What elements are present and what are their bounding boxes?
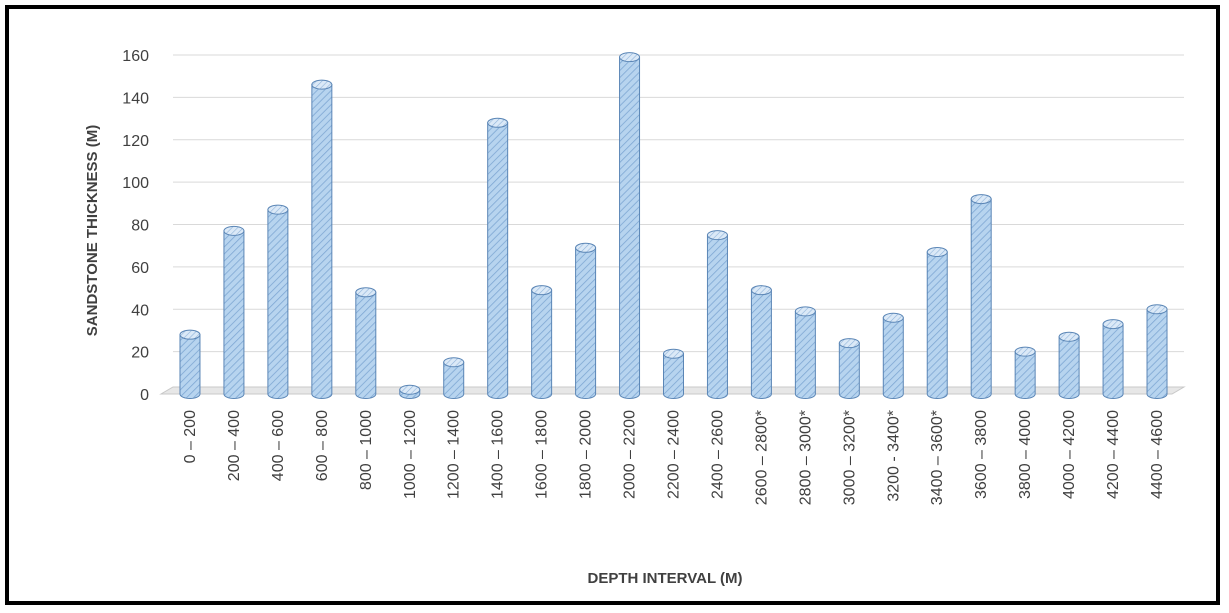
y-tick-label: 0 (140, 387, 149, 404)
x-tick-label: 4200 – 4400 (1105, 410, 1122, 499)
x-tick-label: 200 – 400 (226, 410, 243, 481)
y-tick-label: 60 (131, 260, 149, 277)
bar (839, 339, 859, 399)
chart-frame: 0 20 40 60 80 100 120 140 160 0 – 200 200 – 400 40… (5, 5, 1220, 605)
x-axis-ticks: 0 – 200 200 – 400 400 – 600 600 – 800 800 – … (182, 410, 1166, 505)
y-tick-label: 140 (122, 90, 149, 107)
x-tick-label: 1200 – 1400 (446, 410, 463, 499)
bar (751, 286, 771, 399)
y-axis-ticks: 0 20 40 60 80 100 120 140 160 (122, 48, 149, 404)
y-tick-label: 20 (131, 345, 149, 362)
bar (576, 243, 596, 398)
y-tick-label: 80 (131, 218, 149, 235)
bar (444, 358, 464, 399)
bar (1015, 347, 1035, 398)
bar (883, 313, 903, 398)
bar (532, 286, 552, 399)
bar (1103, 320, 1123, 399)
x-tick-label: 3400 – 3600* (929, 410, 946, 505)
bar (312, 80, 332, 398)
bar (620, 53, 640, 399)
bar (400, 385, 420, 398)
bar (971, 195, 991, 399)
x-tick-label: 2800 – 3000* (797, 410, 814, 505)
x-tick-label: 2600 – 2800* (753, 410, 770, 505)
x-tick-label: 600 – 800 (314, 410, 331, 481)
x-tick-label: 1800 – 2000 (578, 410, 595, 499)
x-tick-label: 3600 – 3800 (973, 410, 990, 499)
x-tick-label: 2200 – 2400 (666, 410, 683, 499)
x-tick-label: 4000 – 4200 (1061, 410, 1078, 499)
x-tick-label: 400 – 600 (270, 410, 287, 481)
x-tick-label: 0 – 200 (182, 410, 199, 463)
x-tick-label: 3000 – 3200* (841, 410, 858, 505)
x-tick-label: 1400 – 1600 (490, 410, 507, 499)
bar (224, 226, 244, 398)
bar (927, 248, 947, 399)
bar (180, 330, 200, 398)
x-axis-title: DEPTH INTERVAL (M) (587, 570, 742, 587)
bar-chart: 0 20 40 60 80 100 120 140 160 0 – 200 200 – 400 40… (9, 9, 1216, 601)
y-tick-label: 100 (122, 175, 149, 192)
bar (707, 231, 727, 399)
bar (664, 349, 684, 398)
y-axis-title: SANDSTONE THICKNESS (M) (84, 125, 101, 336)
x-tick-label: 3800 – 4000 (1017, 410, 1034, 499)
bar (268, 205, 288, 398)
x-tick-label: 3200 - 3400* (885, 410, 902, 502)
y-tick-label: 120 (122, 133, 149, 150)
y-tick-label: 40 (131, 302, 149, 319)
y-tick-label: 160 (122, 48, 149, 65)
bar (795, 307, 815, 399)
bars (180, 53, 1167, 399)
x-tick-label: 1000 – 1200 (402, 410, 419, 499)
x-tick-label: 4400 – 4600 (1149, 410, 1166, 499)
bar (1147, 305, 1167, 399)
x-tick-label: 2400 – 2600 (709, 410, 726, 499)
bar (1059, 332, 1079, 398)
x-tick-label: 1600 – 1800 (534, 410, 551, 499)
x-tick-label: 800 – 1000 (358, 410, 375, 490)
x-tick-label: 2000 – 2200 (622, 410, 639, 499)
bar (488, 118, 508, 398)
bar (356, 288, 376, 399)
